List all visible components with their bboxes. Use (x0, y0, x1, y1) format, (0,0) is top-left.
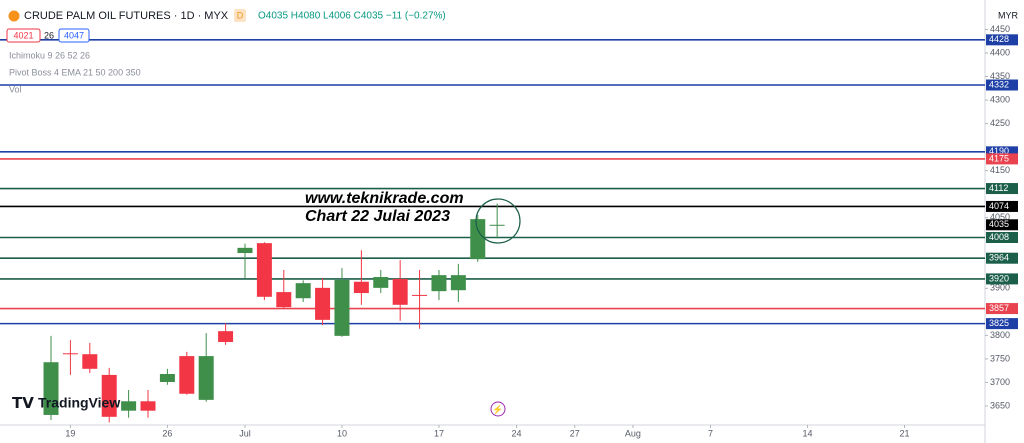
last-price-label: 4035 (989, 219, 1009, 229)
watermark-site: www.teknikrade.com (305, 190, 464, 207)
symbol-icon (8, 10, 20, 22)
y-tick-label: 4350 (990, 71, 1010, 81)
axes: 4450 4400 4350 4300 4250 4150 4050 3900 3800 3750… (65, 24, 1018, 438)
candle-body (256, 243, 272, 297)
ask: 4047 (64, 30, 84, 40)
level-label: 4112 (989, 183, 1008, 193)
candle-body (237, 247, 253, 254)
y-tick-label: 4450 (990, 24, 1010, 34)
candle-body (412, 294, 428, 296)
symbol-title[interactable]: CRUDE PALM OIL FUTURES · 1D · MYX (24, 10, 229, 22)
candle-body (315, 287, 331, 320)
y-tick-label: 3650 (990, 400, 1010, 410)
last-price-box (986, 219, 1018, 231)
level-label: 4074 (989, 201, 1009, 211)
level-label-box (986, 200, 1018, 212)
y-tick-label: 3900 (990, 283, 1010, 293)
x-tick-label: 21 (899, 428, 909, 438)
candle-body (140, 401, 156, 411)
x-tick-label: Jul (239, 428, 251, 438)
candle-body (276, 292, 292, 308)
level-label-box (986, 183, 1018, 195)
y-tick-label: 4400 (990, 47, 1010, 57)
candle-body (82, 354, 98, 369)
level-label-box (986, 318, 1018, 330)
bid-box[interactable] (6, 28, 41, 43)
level-label-box (986, 153, 1018, 165)
level-label: 4175 (989, 153, 1009, 163)
y-tick-label: 4300 (990, 94, 1010, 104)
levels (0, 39, 985, 325)
candles (43, 203, 505, 423)
event-icon[interactable] (490, 401, 506, 417)
level-label: 3825 (989, 318, 1009, 328)
watermark-date: Chart 22 Julai 2023 (305, 208, 450, 225)
y-tick-label: 4250 (990, 118, 1010, 128)
level-label: 3964 (989, 253, 1009, 263)
x-tick-label: 14 (803, 428, 813, 438)
candle-body (62, 353, 78, 355)
candle-body (101, 374, 117, 417)
y-tick-label: 3750 (990, 353, 1010, 363)
ohlc: O4035 H4080 L4006 C4035 −11 (−0.27%) (258, 11, 446, 22)
level-label: 4190 (989, 146, 1009, 156)
candle-body (218, 331, 234, 342)
y-tick-label: 3800 (990, 330, 1010, 340)
candle-body (334, 279, 350, 336)
currency[interactable]: MYR (998, 10, 1019, 20)
candle-body (295, 283, 311, 299)
indicator[interactable]: Pivot Boss 4 EMA 21 50 200 350 (9, 67, 141, 77)
logo-mark: 𝗧𝗩 (12, 395, 34, 412)
candle-body (431, 275, 447, 292)
candle-body (121, 401, 137, 411)
level-label-box (986, 34, 1018, 46)
level-label-box (986, 273, 1018, 285)
y-tick-label: 4150 (990, 165, 1010, 175)
x-tick-label: 27 (570, 428, 580, 438)
candle-body (470, 219, 486, 260)
bid: 4021 (13, 30, 33, 40)
logo: TradingView (38, 395, 120, 411)
event-icon-glyph: ⚡ (492, 403, 503, 415)
x-tick-label: 19 (65, 428, 75, 438)
x-tick-label: 24 (512, 428, 522, 438)
level-label: 3857 (989, 303, 1009, 313)
y-tick-label: 4050 (990, 212, 1010, 222)
candle-body (450, 275, 466, 291)
level-label-box (986, 146, 1018, 158)
badge (234, 9, 246, 22)
candle-body (353, 281, 369, 294)
candle-body (489, 224, 505, 226)
level-label-box (986, 252, 1018, 264)
x-tick-label: 26 (162, 428, 172, 438)
candle-body (373, 277, 389, 288)
x-tick-label: 7 (708, 428, 713, 438)
x-tick-label: Aug (625, 428, 641, 438)
candle-body (179, 356, 195, 394)
candle-body (159, 373, 175, 382)
candle-body (43, 362, 59, 415)
interval-badge: D (237, 10, 244, 20)
y-tick-label: 3700 (990, 377, 1010, 387)
level-label-box (986, 303, 1018, 315)
x-tick-label: 17 (434, 428, 444, 438)
candle-body (392, 278, 408, 305)
level-label: 4332 (989, 79, 1009, 89)
ask-box[interactable] (58, 28, 90, 43)
indicator[interactable]: Vol (9, 84, 22, 94)
x-tick-label: 10 (337, 428, 347, 438)
level-label: 4428 (989, 34, 1009, 44)
level-label: 3920 (989, 273, 1009, 283)
highlight-circle (475, 198, 521, 244)
candle-body (198, 356, 214, 400)
spread: 26 (44, 30, 54, 40)
level-label-box (986, 79, 1018, 91)
level-label-box (986, 231, 1018, 243)
level-label: 4008 (989, 232, 1009, 242)
indicator[interactable]: Ichimoku 9 26 52 26 (9, 50, 90, 60)
